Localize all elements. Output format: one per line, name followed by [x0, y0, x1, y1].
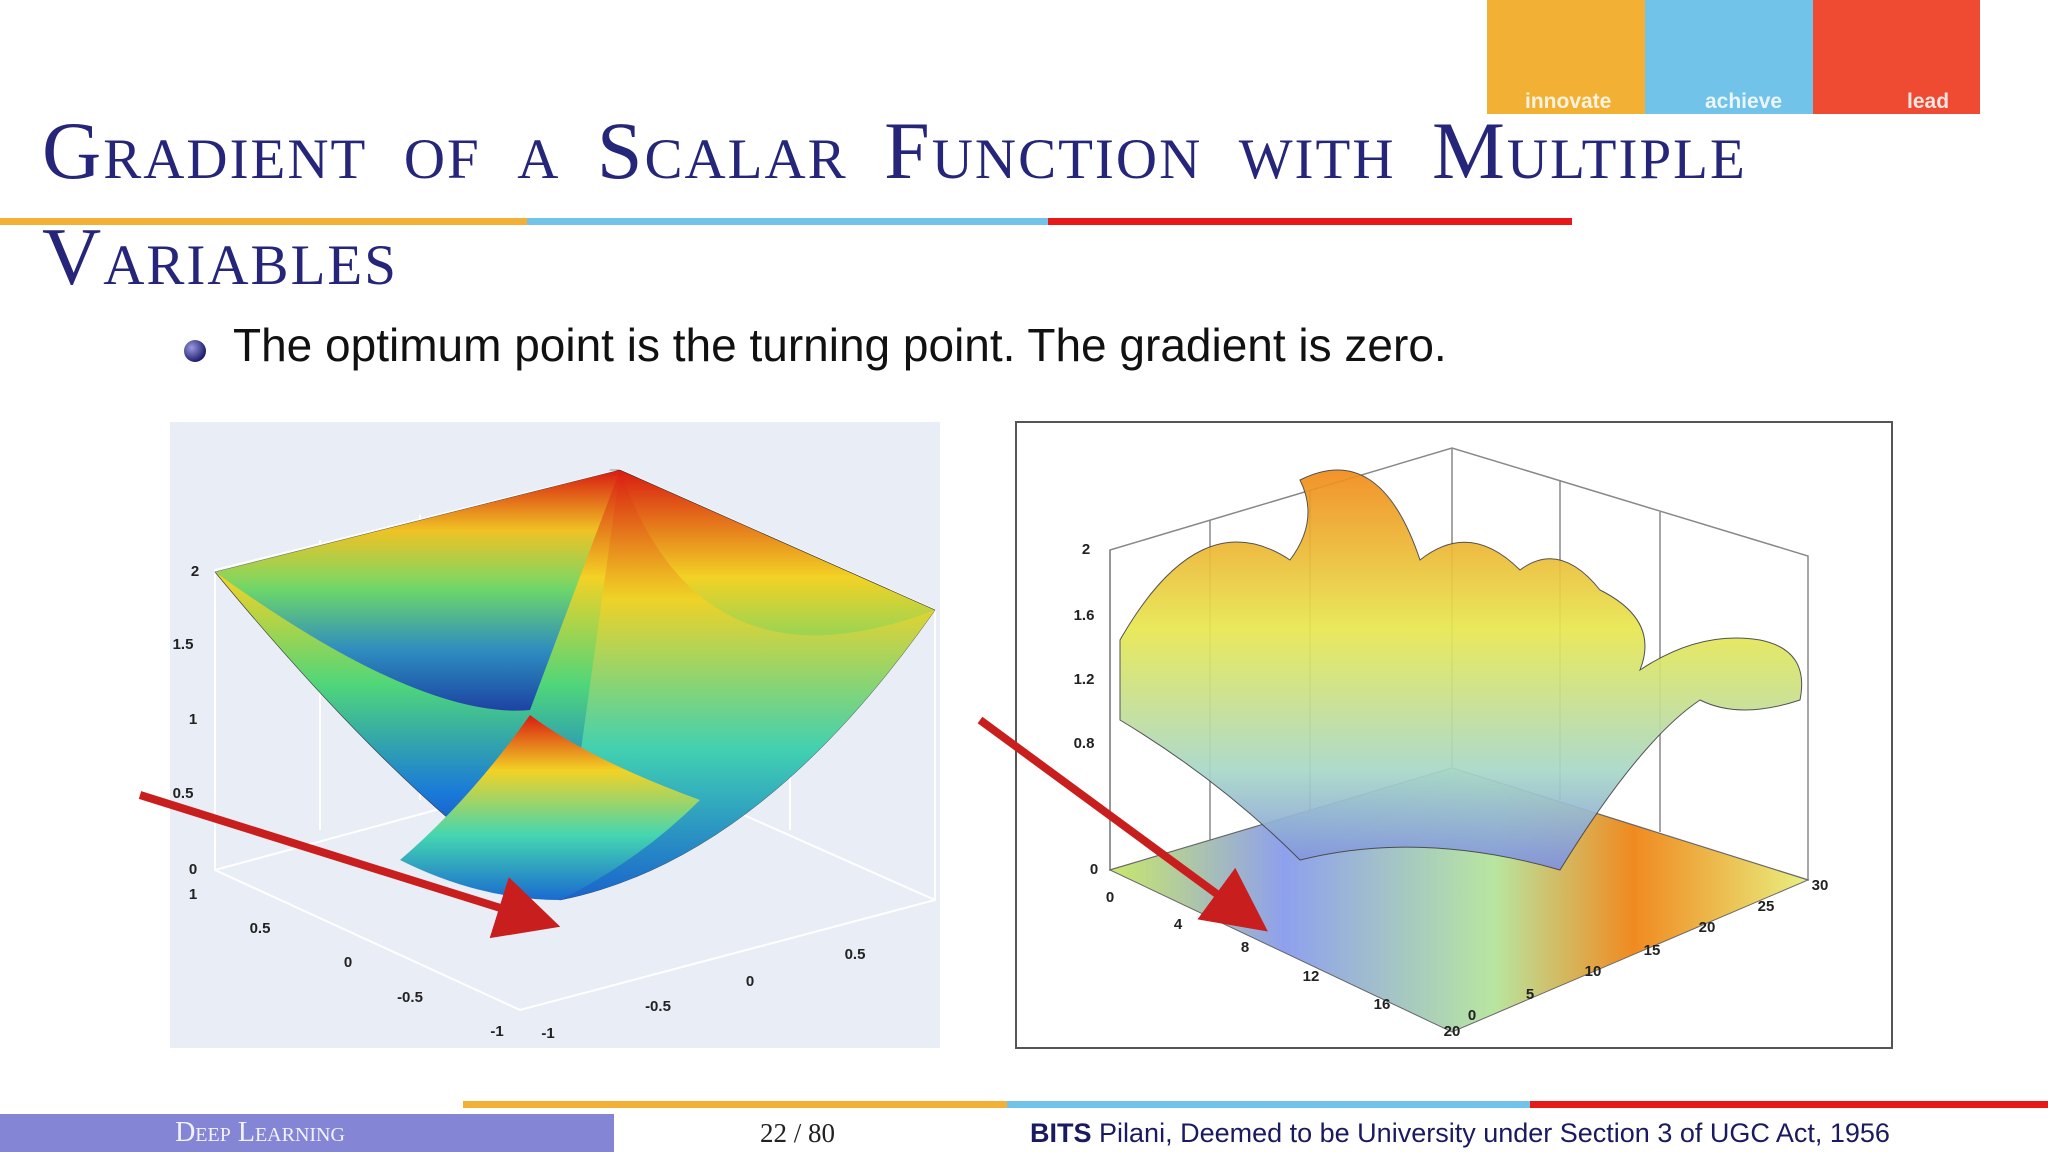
bullet-text: The optimum point is the turning point. …: [233, 319, 1447, 371]
tick-label: 12: [1303, 968, 1320, 985]
rule: [0, 218, 527, 225]
tick-label: 2: [1082, 541, 1090, 558]
tick-label: 0: [344, 954, 352, 971]
tick-label: 0.5: [845, 946, 866, 963]
footer-institution: BITS Pilani, Deemed to be University und…: [1030, 1114, 1890, 1152]
footer-text: Pilani, Deemed to be University under Se…: [1099, 1118, 1890, 1148]
tick-label: 10: [1585, 963, 1602, 980]
rule: [527, 218, 1048, 225]
tick-label: 8: [1241, 939, 1249, 956]
tick-label: 15: [1644, 942, 1661, 959]
logo-orange: [1487, 0, 1645, 114]
tick-label: -0.5: [645, 998, 671, 1015]
tick-label: 0: [1106, 889, 1114, 906]
logo-text: achieve: [1705, 90, 1783, 113]
tick-label: 25: [1758, 898, 1775, 915]
tick-label: -1: [541, 1025, 554, 1042]
tick-label: 0.5: [173, 785, 194, 802]
rule: [1048, 218, 1572, 225]
tick-label: 5: [1526, 986, 1534, 1003]
logo-red: [1813, 0, 1980, 114]
tick-label: 2: [191, 563, 199, 580]
logo-text: lead: [1907, 90, 1950, 113]
rule: [1007, 1101, 1530, 1108]
footer-course: Deep Learning: [175, 1117, 345, 1148]
logo: innovate achieve lead: [1487, 0, 1980, 114]
arrow: [977, 716, 1268, 932]
tick-label: 20: [1444, 1023, 1461, 1040]
bowl-front: [400, 715, 700, 900]
rule: [1530, 1101, 2048, 1108]
bullet-icon: [184, 340, 206, 362]
rule: [463, 1101, 1007, 1108]
slide-title: Gradient of a Scalar Function with Multi…: [42, 105, 1747, 302]
surface: [1119, 469, 1803, 871]
footer-bar: [0, 1114, 614, 1152]
bowl-surface: [215, 470, 620, 711]
tick-label: 0: [746, 973, 754, 990]
tick-label: 4: [1174, 916, 1183, 933]
tick-label: 16: [1374, 996, 1391, 1013]
tick-label: 1.2: [1074, 671, 1095, 688]
footer-bold: BITS: [1030, 1118, 1092, 1148]
tick-label: 0: [189, 861, 197, 878]
tick-label: 1: [189, 711, 197, 728]
tick-label: 0.8: [1074, 735, 1095, 752]
tick-label: 1.5: [173, 636, 194, 653]
tick-label: 1.6: [1074, 607, 1095, 624]
tick-label: 20: [1699, 919, 1716, 936]
tick-label: 0: [1468, 1007, 1476, 1024]
tick-label: 0.5: [250, 920, 271, 937]
tick-label: -1: [490, 1023, 503, 1040]
logo-text: innovate: [1525, 90, 1612, 113]
tick-label: 0: [1090, 861, 1098, 878]
tick-label: -0.5: [397, 989, 423, 1006]
tick-label: 1: [189, 886, 197, 903]
tick-label: 30: [1812, 877, 1829, 894]
page-number: 22 / 80: [760, 1118, 836, 1148]
logo-blue: [1645, 0, 1813, 114]
arrow: [138, 791, 561, 939]
